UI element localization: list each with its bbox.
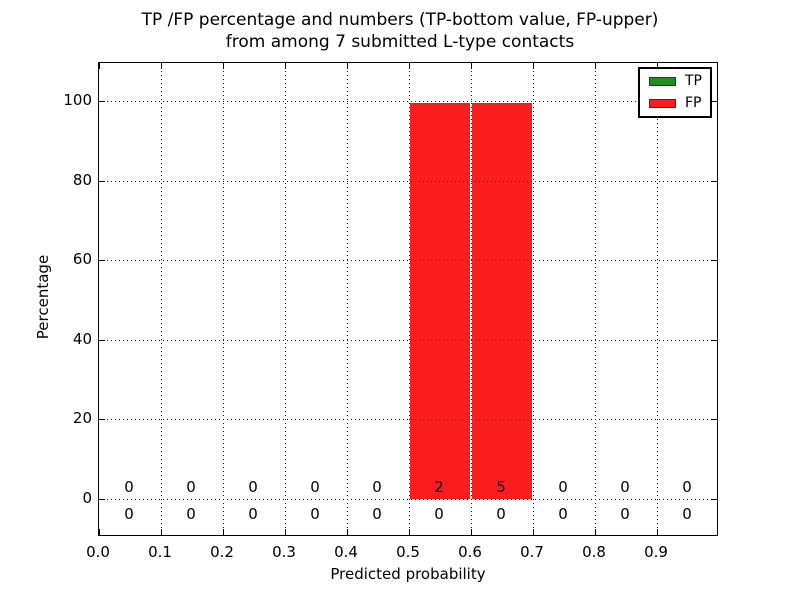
x-tick-top xyxy=(285,63,286,69)
legend-item-tp: TP xyxy=(649,74,702,88)
fp-count-label: 5 xyxy=(496,478,506,496)
y-tick-right xyxy=(711,180,717,182)
tp-count-label: 0 xyxy=(434,505,444,523)
tp-count-label: 0 xyxy=(496,505,506,523)
tp-legend-swatch xyxy=(649,76,676,86)
y-tick-label: 60 xyxy=(72,250,92,269)
plot-area: TP FP xyxy=(98,62,718,536)
x-tick-label: 0.7 xyxy=(520,543,544,561)
fp-count-label: 0 xyxy=(558,478,568,496)
tp-count-label: 0 xyxy=(186,505,196,523)
tp-count-label: 0 xyxy=(248,505,258,523)
x-tick-label: 0.5 xyxy=(396,543,420,561)
tp-count-label: 0 xyxy=(372,505,382,523)
x-gridline xyxy=(347,63,348,535)
x-tick-label: 0.1 xyxy=(148,543,172,561)
fp-count-label: 0 xyxy=(124,478,134,496)
fp-count-label: 0 xyxy=(682,478,692,496)
y-gridline xyxy=(99,101,717,102)
y-tick-label: 100 xyxy=(63,91,92,109)
x-gridline xyxy=(595,63,596,535)
fp-count-label: 0 xyxy=(248,478,258,496)
x-gridline xyxy=(533,63,534,535)
x-tick-bottom xyxy=(595,529,596,535)
y-tick-label: 40 xyxy=(72,329,92,348)
x-tick-top xyxy=(161,63,162,69)
y-gridline xyxy=(99,339,717,341)
x-tick-bottom xyxy=(409,529,410,535)
chart-title-line1: TP /FP percentage and numbers (TP-bottom… xyxy=(141,10,659,30)
y-tick-left xyxy=(99,499,105,500)
x-axis-title: Predicted probability xyxy=(330,565,486,583)
x-gridline xyxy=(161,63,162,535)
y-tick-left xyxy=(99,419,105,421)
x-tick-bottom xyxy=(471,529,472,535)
x-tick-label: 0.9 xyxy=(644,543,668,561)
legend: TP FP xyxy=(638,67,712,118)
legend-item-fp: FP xyxy=(649,96,702,110)
fp-count-label: 0 xyxy=(620,478,630,496)
fp-bar xyxy=(472,102,532,499)
y-tick-left xyxy=(99,260,105,262)
x-tick-top xyxy=(471,63,472,69)
x-tick-top xyxy=(595,63,596,69)
x-tick-bottom xyxy=(285,529,286,535)
x-tick-label: 0.0 xyxy=(86,543,110,561)
x-gridline xyxy=(223,63,224,535)
x-gridline xyxy=(409,63,410,535)
y-gridline xyxy=(99,260,717,262)
x-tick-top xyxy=(409,63,410,69)
x-tick-label: 0.6 xyxy=(458,543,482,561)
tp-count-label: 0 xyxy=(124,505,134,523)
x-gridline xyxy=(657,63,658,535)
x-tick-label: 0.8 xyxy=(582,543,606,561)
fp-count-label: 0 xyxy=(372,478,382,496)
y-tick-left xyxy=(99,101,105,102)
y-tick-right xyxy=(711,499,717,500)
y-tick-label: 20 xyxy=(72,409,92,428)
fp-legend-swatch xyxy=(649,98,676,108)
x-tick-bottom xyxy=(223,529,224,535)
y-gridline xyxy=(99,180,717,182)
x-tick-top xyxy=(657,63,658,69)
y-tick-left xyxy=(99,180,105,182)
x-gridline xyxy=(285,63,286,535)
y-axis-title: Percentage xyxy=(34,254,52,340)
x-tick-bottom xyxy=(533,529,534,535)
x-tick-label: 0.3 xyxy=(272,543,296,561)
tp-count-label: 0 xyxy=(620,505,630,523)
x-tick-top xyxy=(99,63,100,69)
x-tick-top xyxy=(533,63,534,69)
y-gridline xyxy=(99,419,717,421)
x-gridline xyxy=(471,63,472,535)
tp-count-label: 0 xyxy=(310,505,320,523)
x-tick-label: 0.2 xyxy=(210,543,234,561)
tp-count-label: 0 xyxy=(558,505,568,523)
fp-legend-label: FP xyxy=(685,95,702,111)
x-tick-bottom xyxy=(161,529,162,535)
fp-count-label: 0 xyxy=(186,478,196,496)
x-tick-bottom xyxy=(99,529,100,535)
fp-bar xyxy=(410,102,470,499)
y-tick-right xyxy=(711,260,717,262)
y-gridline xyxy=(99,499,717,500)
fp-count-label: 2 xyxy=(434,478,444,496)
x-tick-top xyxy=(223,63,224,69)
y-tick-right xyxy=(711,101,717,102)
y-tick-label: 80 xyxy=(72,170,92,189)
x-tick-bottom xyxy=(347,529,348,535)
y-tick-right xyxy=(711,419,717,421)
fp-count-label: 0 xyxy=(310,478,320,496)
tp-legend-label: TP xyxy=(685,73,702,89)
y-tick-left xyxy=(99,339,105,341)
x-tick-top xyxy=(347,63,348,69)
x-tick-label: 0.4 xyxy=(334,543,358,561)
tp-count-label: 0 xyxy=(682,505,692,523)
chart-title: TP /FP percentage and numbers (TP-bottom… xyxy=(0,9,800,53)
y-tick-label: 0 xyxy=(82,489,92,507)
chart-title-line2: from among 7 submitted L-type contacts xyxy=(225,32,575,52)
x-tick-bottom xyxy=(657,529,658,535)
y-tick-right xyxy=(711,339,717,341)
